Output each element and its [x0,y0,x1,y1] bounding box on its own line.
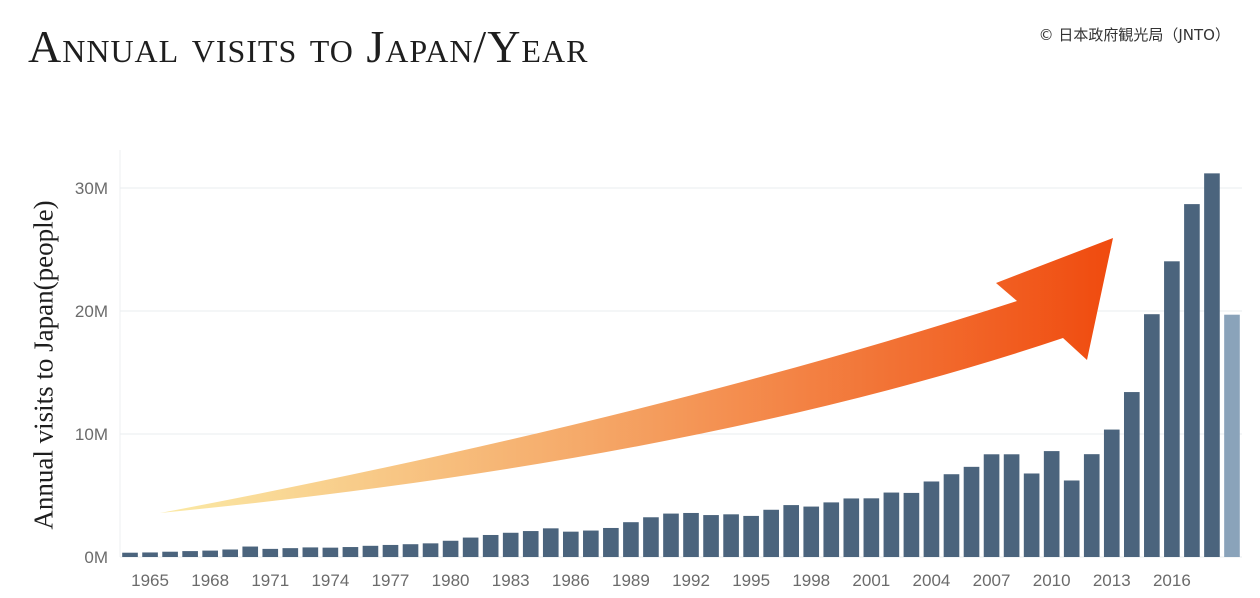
bar-2007 [983,454,1000,557]
y-tick-label: 30M [75,179,108,198]
y-tick-label: 0M [84,548,108,567]
x-tick-label: 2007 [973,571,1011,590]
bar-1983 [502,532,519,557]
bar-2010 [1043,451,1060,557]
bar-1979 [422,543,439,557]
x-tick-label: 2013 [1093,571,1131,590]
bar-1971 [262,548,279,557]
bar-1972 [282,548,299,557]
x-tick-label: 1971 [251,571,289,590]
x-tick-label: 1965 [131,571,169,590]
bar-2012 [1083,454,1100,557]
x-tick-label: 1995 [732,571,770,590]
bar-1994 [723,514,739,557]
x-tick-label: 2010 [1033,571,1071,590]
bar-1980 [442,540,459,557]
bar-1993 [703,515,719,557]
bar-2018 [1204,173,1220,558]
x-tick-label: 1974 [311,571,349,590]
bar-2001 [863,498,880,557]
bar-1995 [743,515,759,557]
bar-1968 [202,550,218,557]
bar-2009 [1023,473,1040,557]
bar-1999 [823,502,840,557]
bar-1966 [162,551,178,557]
bar-1984 [522,531,539,557]
bar-2006 [963,466,980,557]
x-tick-label: 1983 [492,571,530,590]
bar-1978 [402,544,419,557]
bar-1989 [623,522,639,557]
bar-1996 [763,509,779,557]
x-tick-label: 1986 [552,571,590,590]
bar-1988 [603,527,619,557]
x-tick-label: 1998 [792,571,830,590]
bar-2016 [1164,261,1180,557]
bar-1990 [643,517,659,557]
chart-title: Annual visits to Japan/Year [28,21,589,72]
x-tick-label: 1992 [672,571,710,590]
bar-1985 [542,528,559,557]
bar-1975 [342,547,359,557]
bar-2008 [1003,454,1020,557]
bar-1974 [322,547,339,557]
bar-2005 [943,474,960,557]
x-tick-label: 2016 [1153,571,1191,590]
bar-1977 [382,544,399,557]
bars [122,173,1240,558]
bar-1998 [803,506,820,557]
bar-1992 [683,512,699,557]
x-tick-label: 1989 [612,571,650,590]
bar-1965 [142,552,158,557]
bar-1967 [182,551,198,557]
bar-1991 [663,513,679,557]
bar-1973 [302,547,319,557]
bar-1970 [242,546,259,557]
bar-1997 [783,505,800,557]
y-tick-label: 20M [75,302,108,321]
bar-1981 [462,537,479,557]
bar-2004 [923,481,940,557]
x-tick-label: 1968 [191,571,229,590]
bar-1976 [362,545,379,557]
bar-2000 [843,498,860,557]
bar-1986 [562,531,579,557]
bar-2003 [903,492,920,557]
bar-2014 [1123,392,1140,557]
bar-2002 [883,492,900,557]
x-tick-label: 1977 [372,571,410,590]
y-axis-ticks: 0M 10M 20M 30M [75,179,108,567]
bar-2011 [1063,480,1080,557]
source-credit: © 日本政府観光局（JNTO） [1038,26,1230,44]
x-tick-label: 2004 [913,571,951,590]
bar-2015 [1144,314,1160,557]
bar-1964 [122,552,138,557]
bar-2013 [1103,429,1120,557]
bar-2019 [1224,314,1240,557]
bar-1969 [222,549,239,557]
bar-1987 [583,530,599,557]
growth-trend-arrow [160,238,1113,513]
y-tick-label: 10M [75,425,108,444]
x-axis-ticks: 1965 1968 1971 1974 1977 1980 1983 1986 1989 1992… [131,571,1191,590]
x-tick-label: 1980 [432,571,470,590]
x-tick-label: 2001 [852,571,890,590]
bar-1982 [482,534,499,557]
bar-2017 [1184,204,1200,558]
